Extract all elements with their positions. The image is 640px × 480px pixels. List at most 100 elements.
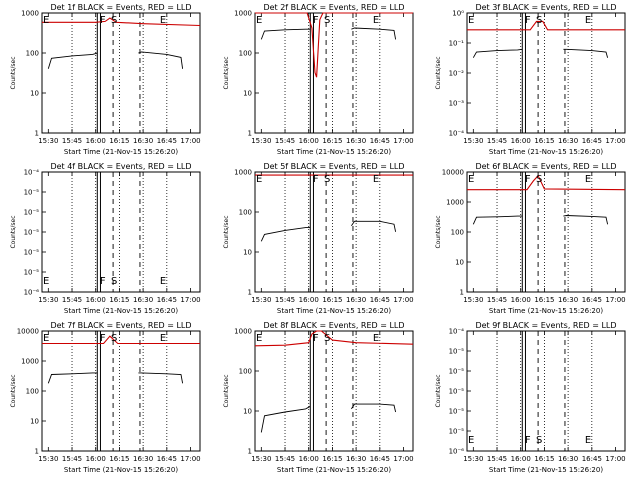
y-tick-label: 10⁻⁶ bbox=[24, 289, 40, 297]
x-tick-label: 16:00 bbox=[86, 455, 106, 463]
x-tick-label: 15:45 bbox=[62, 137, 82, 145]
y-tick-label: 10⁻⁵ bbox=[24, 249, 40, 257]
lld-series-line bbox=[255, 12, 413, 78]
panel-title: Det 5f BLACK = Events, RED = LLD bbox=[263, 162, 404, 171]
y-tick-label: 10000 bbox=[442, 169, 464, 177]
marker-f: F bbox=[525, 15, 531, 26]
x-tick-label: 17:00 bbox=[605, 137, 625, 145]
panel-det-8f: Det 8f BLACK = Events, RED = LLD Counts/s… bbox=[223, 321, 414, 474]
events-series-line bbox=[47, 52, 98, 69]
y-tick-label: 10 bbox=[243, 90, 252, 98]
y-tick-label: 10⁻⁵ bbox=[24, 189, 40, 197]
plot-frame bbox=[466, 171, 626, 293]
x-tick-label: 16:30 bbox=[558, 137, 578, 145]
y-tick-label: 10⁻⁵ bbox=[24, 229, 40, 237]
y-tick-label: 10⁻⁴ bbox=[449, 130, 465, 138]
marker-s: S bbox=[111, 15, 117, 26]
panel-title: Det 2f BLACK = Events, RED = LLD bbox=[263, 3, 404, 12]
marker-s: S bbox=[536, 174, 542, 185]
marker-f: F bbox=[100, 333, 106, 344]
panel-title: Det 1f BLACK = Events, RED = LLD bbox=[50, 3, 191, 12]
y-tick-label: 1 bbox=[248, 130, 252, 138]
x-tick-label: 16:45 bbox=[370, 137, 390, 145]
events-series-line bbox=[472, 215, 523, 225]
x-tick-label: 16:15 bbox=[534, 137, 554, 145]
events-series-line bbox=[351, 27, 397, 40]
panel-det-6f: Det 6f BLACK = Events, RED = LLD Counts/s… bbox=[435, 162, 626, 315]
plot-frame bbox=[466, 330, 626, 452]
y-tick-label: 10000 bbox=[17, 328, 39, 336]
marker-e: E bbox=[468, 174, 474, 185]
marker-e: E bbox=[160, 276, 166, 287]
x-tick-label: 16:45 bbox=[582, 455, 602, 463]
marker-e: E bbox=[585, 174, 591, 185]
y-tick-label: 10⁻⁴ bbox=[449, 328, 465, 336]
y-axis-label: Counts/sec bbox=[435, 215, 442, 248]
x-axis-label: Start Time (21-Nov-15 15:26:20) bbox=[64, 466, 178, 474]
marker-f: F bbox=[313, 174, 319, 185]
panel-title: Det 4f BLACK = Events, RED = LLD bbox=[50, 162, 191, 171]
y-tick-label: 100 bbox=[26, 50, 39, 58]
x-axis-label: Start Time (21-Nov-15 15:26:20) bbox=[489, 307, 603, 315]
x-tick-label: 16:00 bbox=[299, 455, 319, 463]
panel-det-7f: Det 7f BLACK = Events, RED = LLD Counts/s… bbox=[10, 321, 201, 474]
marker-s: S bbox=[324, 333, 330, 344]
x-tick-label: 15:45 bbox=[275, 455, 295, 463]
y-tick-label: 10 bbox=[455, 259, 464, 267]
y-tick-label: 100 bbox=[239, 209, 252, 217]
lld-series-line bbox=[467, 20, 625, 31]
marker-s: S bbox=[111, 333, 117, 344]
x-tick-label: 17:00 bbox=[180, 455, 200, 463]
x-tick-label: 16:15 bbox=[534, 455, 554, 463]
x-tick-label: 16:45 bbox=[370, 296, 390, 304]
x-tick-label: 16:00 bbox=[299, 296, 319, 304]
x-tick-label: 15:45 bbox=[62, 296, 82, 304]
x-tick-label: 16:30 bbox=[133, 455, 153, 463]
x-tick-label: 16:45 bbox=[157, 137, 177, 145]
panel-det-4f: Det 4f BLACK = Events, RED = LLD Counts/s… bbox=[10, 162, 201, 315]
plot-frame bbox=[254, 12, 414, 134]
x-tick-label: 16:45 bbox=[157, 296, 177, 304]
x-tick-label: 16:00 bbox=[86, 296, 106, 304]
plot-frame bbox=[254, 171, 414, 293]
marker-e: E bbox=[256, 15, 262, 26]
marker-e: E bbox=[43, 333, 49, 344]
y-tick-label: 1 bbox=[35, 448, 39, 456]
x-tick-label: 15:30 bbox=[38, 455, 58, 463]
y-tick-label: 1 bbox=[248, 448, 252, 456]
x-tick-label: 16:15 bbox=[322, 296, 342, 304]
y-tick-label: 10⁻¹ bbox=[449, 40, 465, 48]
events-series-line bbox=[260, 28, 311, 40]
y-tick-label: 10⁻⁴ bbox=[24, 169, 40, 177]
panel-title: Det 9f BLACK = Events, RED = LLD bbox=[475, 321, 616, 330]
x-tick-label: 17:00 bbox=[605, 455, 625, 463]
y-axis-label: Counts/sec bbox=[10, 56, 17, 89]
y-axis-label: Counts/sec bbox=[10, 215, 17, 248]
panel-det-1f: Det 1f BLACK = Events, RED = LLD Counts/s… bbox=[10, 3, 201, 156]
panel-title: Det 6f BLACK = Events, RED = LLD bbox=[475, 162, 616, 171]
events-series-line bbox=[138, 372, 184, 384]
x-axis-label: Start Time (21-Nov-15 15:26:20) bbox=[277, 466, 391, 474]
events-series-line bbox=[138, 51, 184, 69]
marker-e: E bbox=[373, 333, 379, 344]
x-tick-label: 16:30 bbox=[133, 296, 153, 304]
y-tick-label: 10⁻⁵ bbox=[449, 348, 465, 356]
y-axis-label: Counts/sec bbox=[435, 374, 442, 407]
x-tick-label: 16:30 bbox=[346, 455, 366, 463]
x-tick-label: 16:45 bbox=[582, 137, 602, 145]
marker-f: F bbox=[525, 174, 531, 185]
marker-f: F bbox=[100, 276, 106, 287]
y-tick-label: 100 bbox=[239, 368, 252, 376]
x-tick-label: 15:45 bbox=[487, 296, 507, 304]
x-tick-label: 16:00 bbox=[86, 137, 106, 145]
y-tick-label: 1000 bbox=[234, 328, 252, 336]
marker-e: E bbox=[256, 174, 262, 185]
marker-e: E bbox=[43, 15, 49, 26]
x-tick-label: 15:30 bbox=[251, 455, 271, 463]
events-series-line bbox=[47, 372, 98, 384]
lld-series-line bbox=[467, 174, 626, 191]
x-tick-label: 16:00 bbox=[511, 296, 531, 304]
x-tick-label: 15:45 bbox=[275, 296, 295, 304]
y-tick-label: 10⁰ bbox=[452, 10, 464, 18]
y-tick-label: 1 bbox=[248, 289, 252, 297]
